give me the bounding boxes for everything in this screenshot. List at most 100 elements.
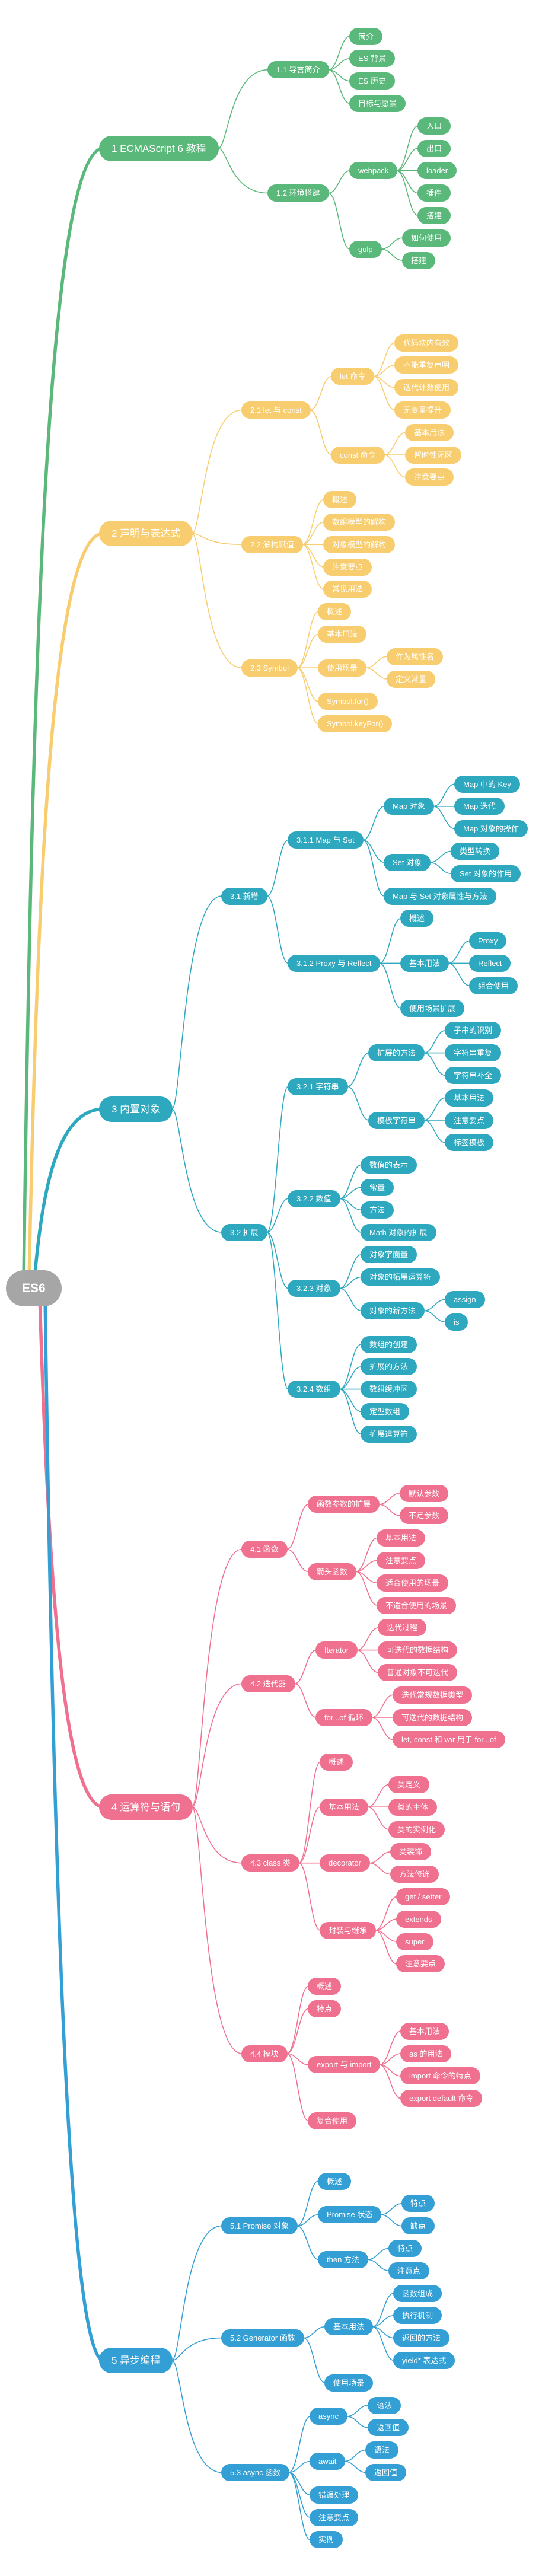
mindmap-node[interactable]: ES 历史 <box>349 72 395 90</box>
mindmap-node[interactable]: 概述 <box>320 1754 353 1771</box>
mindmap-node[interactable]: 类型转换 <box>451 842 500 860</box>
mindmap-node[interactable]: Set 对象的作用 <box>451 865 521 882</box>
mindmap-node[interactable]: then 方法 <box>318 2250 368 2268</box>
mindmap-node[interactable]: Reflect <box>469 954 511 972</box>
mindmap-node[interactable]: 错误处理 <box>310 2486 359 2504</box>
mindmap-node[interactable]: 基本用法 <box>324 2318 374 2336</box>
mindmap-node[interactable]: 作为属性名 <box>387 648 444 665</box>
mindmap-root-node[interactable]: ES6 <box>6 1270 62 1306</box>
mindmap-node[interactable]: 定型数组 <box>361 1402 410 1420</box>
mindmap-node[interactable]: 2.1 let 与 const <box>241 401 311 419</box>
mindmap-node[interactable]: 特点 <box>388 2239 422 2257</box>
mindmap-node[interactable]: 4.1 函数 <box>241 1541 288 1558</box>
mindmap-node[interactable]: 注意要点 <box>310 2508 359 2526</box>
mindmap-node[interactable]: Map 与 Set 对象属性与方法 <box>384 887 496 905</box>
mindmap-node[interactable]: 标签模板 <box>445 1134 494 1152</box>
mindmap-node[interactable]: 函数参数的扩展 <box>308 1496 380 1513</box>
mindmap-node[interactable]: 5.2 Generator 函数 <box>221 2329 304 2347</box>
mindmap-node[interactable]: 返回值 <box>368 2419 409 2437</box>
mindmap-node[interactable]: async <box>310 2408 347 2425</box>
mindmap-node[interactable]: Promise 状态 <box>318 2206 382 2224</box>
mindmap-node[interactable]: export default 命令 <box>400 2090 483 2108</box>
mindmap-node[interactable]: 基本用法 <box>405 423 454 441</box>
mindmap-node[interactable]: 函数组成 <box>393 2284 442 2302</box>
mindmap-node[interactable]: gulp <box>349 240 382 258</box>
mindmap-node[interactable]: 扩展的方法 <box>361 1358 417 1376</box>
mindmap-node[interactable]: 语法 <box>365 2441 399 2459</box>
mindmap-node[interactable]: 暂时性死区 <box>405 446 462 464</box>
mindmap-branch-node[interactable]: 3 内置对象 <box>99 1096 173 1122</box>
mindmap-node[interactable]: const 命令 <box>331 446 385 464</box>
mindmap-node[interactable]: 常量 <box>361 1178 394 1196</box>
mindmap-node[interactable]: 概述 <box>323 491 357 509</box>
mindmap-node[interactable]: 注意要点 <box>405 468 454 486</box>
mindmap-node[interactable]: await <box>310 2453 346 2470</box>
mindmap-node[interactable]: 箭头函数 <box>308 1563 357 1580</box>
mindmap-node[interactable]: as 的用法 <box>400 2045 452 2062</box>
mindmap-node[interactable]: Proxy <box>469 932 507 950</box>
mindmap-node[interactable]: for...of 循环 <box>315 1708 372 1726</box>
mindmap-node[interactable]: 迭代常规数据类型 <box>393 1686 473 1704</box>
mindmap-node[interactable]: 封装与继承 <box>320 1921 377 1939</box>
mindmap-node[interactable]: 基本用法 <box>320 1798 369 1816</box>
mindmap-node[interactable]: 常见用法 <box>323 581 372 598</box>
mindmap-node[interactable]: 特点 <box>308 2000 342 2017</box>
mindmap-node[interactable]: 数值的表示 <box>361 1156 417 1174</box>
mindmap-node[interactable]: 对象字面量 <box>361 1246 417 1264</box>
mindmap-node[interactable]: 组合使用 <box>469 977 518 994</box>
mindmap-node[interactable]: 类的实例化 <box>388 1821 445 1838</box>
mindmap-node[interactable]: 概述 <box>400 910 434 927</box>
mindmap-node[interactable]: 插件 <box>417 184 451 202</box>
mindmap-node[interactable]: 2.2 解构赋值 <box>241 535 303 553</box>
mindmap-node[interactable]: Set 对象 <box>384 853 431 871</box>
mindmap-node[interactable]: 方法 <box>361 1201 394 1219</box>
mindmap-node[interactable]: 默认参数 <box>400 1484 449 1502</box>
mindmap-node[interactable]: 目标与愿景 <box>349 94 406 112</box>
mindmap-node[interactable]: 特点 <box>401 2195 435 2212</box>
mindmap-node[interactable]: 基本用法 <box>445 1089 494 1107</box>
mindmap-node[interactable]: 无变量提升 <box>394 401 451 419</box>
mindmap-node[interactable]: 类的主体 <box>388 1798 438 1816</box>
mindmap-node[interactable]: 5.3 async 函数 <box>221 2463 290 2481</box>
mindmap-node[interactable]: 3.1.2 Proxy 与 Reflect <box>288 954 381 972</box>
mindmap-node[interactable]: 数组缓冲区 <box>361 1381 417 1398</box>
mindmap-node[interactable]: 可迭代的数据结构 <box>378 1641 458 1659</box>
mindmap-node[interactable]: 缺点 <box>401 2217 435 2235</box>
mindmap-node[interactable]: 出口 <box>417 139 451 157</box>
mindmap-node[interactable]: extends <box>396 1910 441 1928</box>
mindmap-node[interactable]: 语法 <box>368 2396 401 2414</box>
mindmap-node[interactable]: 4.4 模块 <box>241 2045 288 2062</box>
mindmap-node[interactable]: let 命令 <box>331 368 375 385</box>
mindmap-node[interactable]: Map 对象 <box>384 798 434 815</box>
mindmap-node[interactable]: 定义常量 <box>387 670 436 688</box>
mindmap-node[interactable]: 1.2 环境搭建 <box>267 184 329 202</box>
mindmap-node[interactable]: 4.2 迭代器 <box>241 1675 295 1692</box>
mindmap-node[interactable]: 字符串重复 <box>445 1044 502 1062</box>
mindmap-node[interactable]: webpack <box>349 162 398 180</box>
mindmap-node[interactable]: 3.2.1 字符串 <box>288 1077 348 1095</box>
mindmap-node[interactable]: 1.1 导言简介 <box>267 61 329 79</box>
mindmap-node[interactable]: 4.3 class 类 <box>241 1854 299 1872</box>
mindmap-node[interactable]: 搭建 <box>417 206 451 224</box>
mindmap-node[interactable]: 3.1 新增 <box>221 887 267 905</box>
mindmap-node[interactable]: yield* 表达式 <box>393 2351 455 2369</box>
mindmap-node[interactable]: 使用场景扩展 <box>400 999 465 1017</box>
mindmap-node[interactable]: 方法修饰 <box>390 1866 439 1883</box>
mindmap-node[interactable]: 代码块内有效 <box>394 334 459 352</box>
mindmap-node[interactable]: 概述 <box>308 1978 342 1995</box>
mindmap-node[interactable]: 普通对象不可迭代 <box>378 1663 458 1681</box>
mindmap-node[interactable]: 3.2 扩展 <box>221 1223 267 1241</box>
mindmap-branch-node[interactable]: 1 ECMAScript 6 教程 <box>99 135 219 161</box>
mindmap-node[interactable]: 可迭代的数据结构 <box>393 1708 473 1726</box>
mindmap-node[interactable]: 数组的创建 <box>361 1335 417 1353</box>
mindmap-node[interactable]: export 与 import <box>308 2056 381 2074</box>
mindmap-node[interactable]: Math 对象的扩展 <box>361 1223 436 1241</box>
mindmap-node[interactable]: 类定义 <box>388 1775 430 1793</box>
mindmap-node[interactable]: 返回的方法 <box>393 2329 450 2347</box>
mindmap-branch-node[interactable]: 4 运算符与语句 <box>99 1794 193 1820</box>
mindmap-node[interactable]: 执行机制 <box>393 2307 442 2325</box>
mindmap-node[interactable]: 扩展的方法 <box>368 1044 425 1062</box>
mindmap-node[interactable]: 注意要点 <box>323 558 372 576</box>
mindmap-node[interactable]: 注意要点 <box>396 1955 445 1973</box>
mindmap-branch-node[interactable]: 2 声明与表达式 <box>99 520 193 546</box>
